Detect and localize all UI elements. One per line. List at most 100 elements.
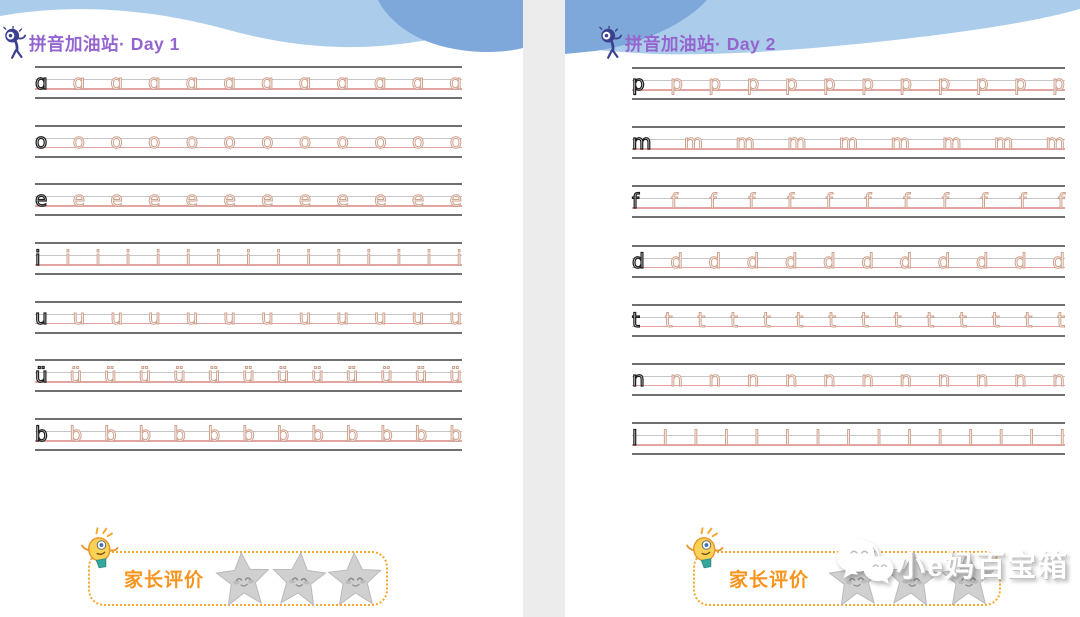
trace-letter: i (456, 246, 462, 271)
trace-letter: f (1019, 189, 1027, 214)
trace-letter: ɑ (298, 70, 312, 95)
guide-line (632, 80, 1065, 81)
model-letter: e (34, 187, 48, 212)
lightbulb-mascot-icon (81, 527, 119, 569)
trace-letter: f (786, 189, 794, 214)
trace-letter: ɑ (336, 70, 350, 95)
trace-letter: p (823, 71, 837, 96)
trace-letter: n (708, 366, 722, 391)
trace-letter: p (1052, 71, 1066, 96)
watermark: 小e妈百宝箱 (834, 537, 1069, 591)
trace-letter: n (899, 366, 913, 391)
trace-letter: p (670, 71, 684, 96)
guide-line (35, 431, 462, 433)
trace-letter: d (784, 248, 798, 273)
guide-line (35, 242, 462, 245)
trace-letter: ü (207, 363, 221, 388)
trace-letter: o (223, 128, 236, 153)
guide-line (632, 453, 1065, 456)
guide-line (632, 207, 1065, 209)
rating-stars (215, 550, 384, 608)
guide-line (35, 124, 462, 127)
trace-letter: ɑ (449, 70, 463, 95)
guide-line (632, 244, 1065, 247)
page-title: 拼音加油站· Day 2 (625, 33, 776, 54)
trace-letter: n (937, 366, 951, 391)
trace-letter: i (155, 246, 161, 271)
trace-letter: ɑ (260, 70, 274, 95)
trace-letter: i (185, 246, 192, 271)
page-header: 拼音加油站· Day 1 (2, 26, 180, 60)
trace-letter: ü (311, 363, 325, 388)
trace-letter: i (215, 246, 222, 271)
guide-line (35, 273, 462, 276)
model-letter: n (631, 366, 645, 391)
parent-rating-box: 家长评价 (81, 527, 388, 608)
lightbulb-mascot-icon (686, 527, 724, 569)
trace-letter: f (670, 189, 678, 214)
trace-letter: f (709, 189, 717, 214)
watermark-text: 小e妈百宝箱 (896, 551, 1070, 583)
star-icon (940, 551, 995, 606)
trace-letter: u (336, 304, 350, 329)
trace-letter: t (1024, 307, 1033, 332)
page-title: 拼音加油站· Day 1 (29, 33, 180, 54)
trace-letter: ü (69, 363, 83, 388)
guide-line (35, 372, 462, 374)
mascot-icon (3, 26, 26, 59)
trace-letter: b (173, 422, 187, 447)
trace-letter: l (1059, 426, 1065, 451)
trace-letter: o (72, 128, 85, 153)
trace-letter: t (762, 307, 771, 332)
trace-letter: l (1028, 426, 1035, 451)
trace-letter: l (693, 426, 699, 451)
guide-line (632, 148, 1065, 150)
guide-line (35, 381, 462, 383)
trace-letter: t (730, 307, 739, 332)
guide-line (35, 88, 462, 90)
trace-letter: d (937, 248, 951, 273)
trace-letter: n (746, 366, 760, 391)
trace-letter: n (1014, 366, 1028, 391)
trace-letter: o (374, 128, 387, 153)
trace-letter: ü (449, 363, 463, 388)
trace-letter: e (374, 187, 387, 212)
guide-line (632, 325, 1065, 328)
trace-letter: e (185, 187, 199, 212)
trace-letter: t (860, 307, 869, 332)
trace-letter: d (746, 248, 760, 273)
trace-letter: i (426, 246, 432, 271)
trace-letter: i (366, 246, 372, 271)
trace-letter: f (903, 189, 911, 214)
trace-letter: o (148, 128, 161, 153)
guide-line (35, 79, 462, 80)
guide-line (35, 331, 462, 334)
guide-line (35, 313, 462, 315)
trace-letter: p (975, 71, 989, 96)
guide-line (35, 155, 462, 158)
trace-letter: ɑ (411, 70, 425, 95)
trace-letter: d (1052, 248, 1066, 273)
guide-line (632, 139, 1065, 141)
trace-letter: m (993, 130, 1014, 155)
guide-line (632, 303, 1065, 306)
trace-letter: ɑ (373, 70, 387, 95)
trace-letter: n (784, 366, 798, 391)
model-letter: l (631, 426, 638, 451)
trace-letter: n (823, 366, 837, 391)
header-wave-decoration (565, 0, 1080, 55)
trace-letter: i (275, 246, 282, 271)
trace-letter: e (261, 187, 274, 212)
model-letter: d (631, 248, 645, 273)
trace-letter: ɑ (223, 70, 237, 95)
trace-letter: f (1057, 189, 1065, 214)
